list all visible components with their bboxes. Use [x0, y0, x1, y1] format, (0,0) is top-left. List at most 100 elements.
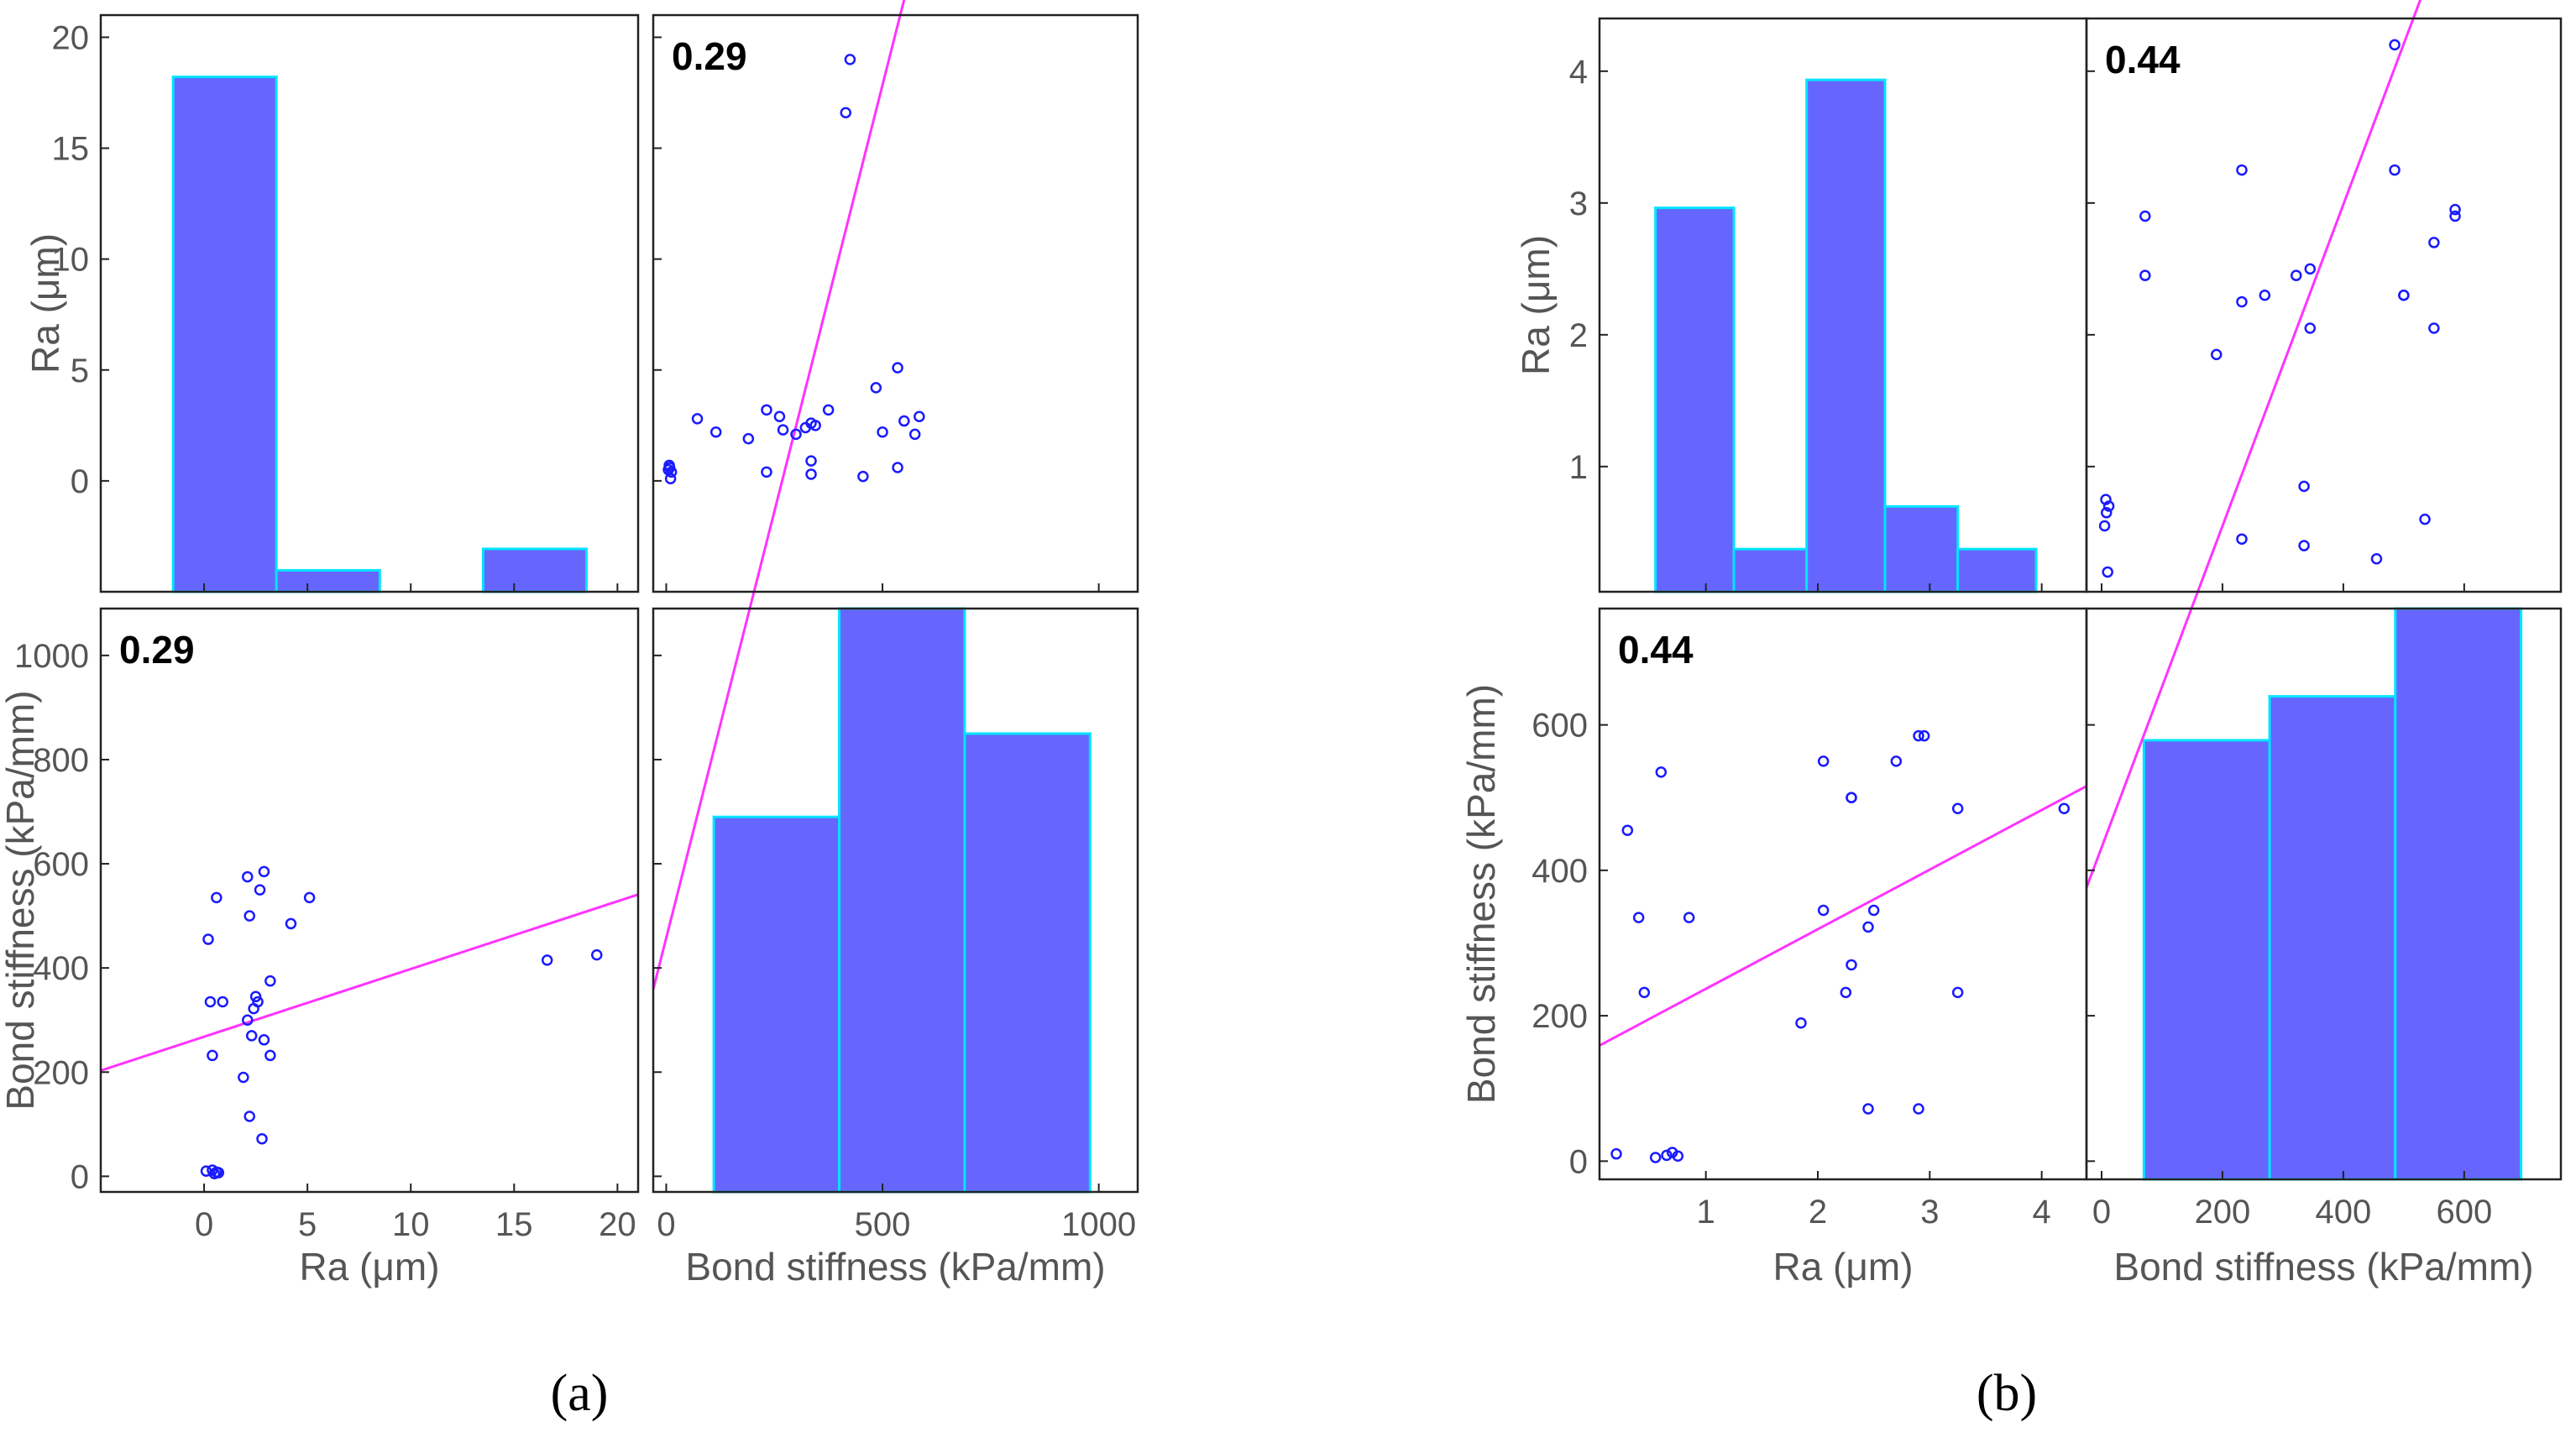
scatter-point — [2210, 348, 2223, 361]
scatter-point — [1632, 912, 1645, 923]
scatter-point — [1840, 986, 1852, 999]
hist-ra-bar — [481, 547, 588, 593]
y-tick-label-bond: 600 — [33, 846, 89, 883]
scatter-point — [2449, 203, 2461, 216]
correlation-label: 0.29 — [672, 34, 747, 78]
y-tick-label-bond: 400 — [33, 950, 89, 987]
correlation-label: 0.44 — [1618, 628, 1694, 672]
scatter-point — [790, 428, 802, 441]
scatter-point — [1649, 1152, 1662, 1163]
scatter-point — [242, 870, 254, 883]
scatter-point — [254, 884, 266, 896]
scatter-point — [805, 468, 817, 480]
x-axis-label-ra: Ra (μm) — [1772, 1245, 1913, 1288]
scatter-point — [217, 996, 228, 1008]
scatter-point — [243, 1111, 255, 1122]
scatter-point — [2139, 210, 2151, 222]
scatter-point — [238, 1071, 249, 1084]
scatter-point — [2398, 289, 2410, 301]
scatter-point — [1913, 1103, 1924, 1115]
scatter-point — [1638, 986, 1651, 999]
x-tick-label-ra: 15 — [495, 1206, 533, 1243]
y-tick-label-bond: 800 — [33, 742, 89, 779]
scatter-point — [1683, 912, 1695, 923]
fit-line-bond-vs-ra — [1599, 785, 2087, 1047]
scatter-point — [2449, 210, 2461, 222]
y-tick-label-ra: 2 — [1569, 317, 1588, 354]
scatter-point — [541, 954, 553, 966]
correlation-label: 0.29 — [119, 628, 195, 672]
scatter-point — [264, 975, 276, 987]
scatter-point — [1890, 755, 1903, 767]
fit-line-bond-vs-ra — [100, 893, 639, 1072]
scatter-point — [805, 455, 817, 467]
scatter-point — [1795, 1017, 1807, 1029]
scatter-point — [663, 459, 675, 472]
hist-ra-bar — [1956, 547, 2038, 593]
scatter-point — [908, 428, 921, 441]
scatter-point — [773, 410, 786, 423]
scatter-point — [822, 404, 835, 416]
scatter-point — [2098, 520, 2111, 532]
hist-bond-cell-frame — [2085, 607, 2563, 1181]
correlation-label: 0.44 — [2105, 38, 2181, 81]
scatter-point — [1655, 766, 1668, 778]
x-tick-label-bond: 0 — [657, 1206, 675, 1243]
scatter-point — [2304, 263, 2317, 275]
scatter-point — [665, 466, 678, 478]
x-tick-label-ra: 20 — [599, 1206, 636, 1243]
fit-line-ra-vs-bond — [652, 0, 906, 990]
x-axis-label-bond: Bond stiffness (kPa/mm) — [685, 1245, 1105, 1288]
hist-bond-cell-frame — [652, 607, 1139, 1194]
y-tick-label-bond: 600 — [1531, 708, 1588, 745]
y-tick-label-ra: 10 — [52, 242, 90, 279]
scatter-point — [204, 996, 217, 1008]
scatter-point — [1610, 1147, 1622, 1160]
x-tick-label-ra: 3 — [1920, 1194, 1939, 1231]
y-tick-label-ra: 3 — [1569, 186, 1588, 222]
scatter-point — [243, 910, 255, 922]
y-tick-label-bond: 200 — [1531, 998, 1588, 1035]
scatter-point — [2304, 322, 2317, 334]
scatter-point — [202, 933, 214, 945]
x-tick-label-ra: 5 — [298, 1206, 317, 1243]
scatter-point — [1817, 904, 1830, 917]
y-axis-label-ra: Ra (μm) — [24, 233, 67, 374]
scatter-point — [870, 382, 882, 394]
hist-bond-bar — [963, 732, 1092, 1194]
y-tick-label-ra: 15 — [52, 131, 90, 168]
y-tick-label-ra: 0 — [71, 463, 89, 500]
scatter-point — [258, 1034, 270, 1046]
scatter-point — [1817, 755, 1830, 767]
x-tick-label-ra: 0 — [195, 1206, 213, 1243]
hist-bond-bar — [712, 815, 841, 1194]
scatter-point — [1951, 802, 1964, 814]
y-tick-label-bond: 0 — [71, 1158, 89, 1195]
x-axis-label-ra: Ra (μm) — [299, 1245, 439, 1288]
scatter-point — [591, 949, 603, 961]
scatter-point — [840, 107, 852, 119]
scatter-point — [1918, 729, 1930, 742]
scatter-point — [892, 362, 903, 374]
scatter-point — [691, 413, 704, 425]
scatter-point — [1661, 1149, 1673, 1162]
hist-bond-bar — [2142, 739, 2271, 1181]
scatter-point — [2298, 480, 2310, 493]
x-tick-label-ra: 1 — [1697, 1194, 1715, 1231]
hist-ra-bar — [275, 568, 381, 593]
scatter-point — [892, 462, 903, 473]
scatter-matrix-b: 0.44 0.44 1 2 3 4 0 200 400 600 1 2 3 4 0 200 400 600 Ra (… — [1459, 0, 2563, 1422]
scatter-point — [2389, 164, 2401, 176]
scatter-point — [2102, 566, 2113, 578]
scatter-point — [2236, 164, 2248, 176]
scatter-ra-vs-bond-cell-frame — [652, 13, 1139, 593]
scatter-point — [844, 54, 856, 65]
y-tick-label-bond: 400 — [1531, 853, 1588, 890]
x-tick-label-bond: 1000 — [1061, 1206, 1136, 1243]
hist-ra-cell-frame — [99, 13, 640, 593]
y-tick-label-bond: 0 — [1569, 1143, 1588, 1180]
x-tick-label-bond: 600 — [2436, 1194, 2492, 1231]
hist-ra-bar — [171, 76, 278, 593]
scatter-point — [2370, 552, 2383, 565]
hist-ra-bar — [1883, 504, 1960, 593]
